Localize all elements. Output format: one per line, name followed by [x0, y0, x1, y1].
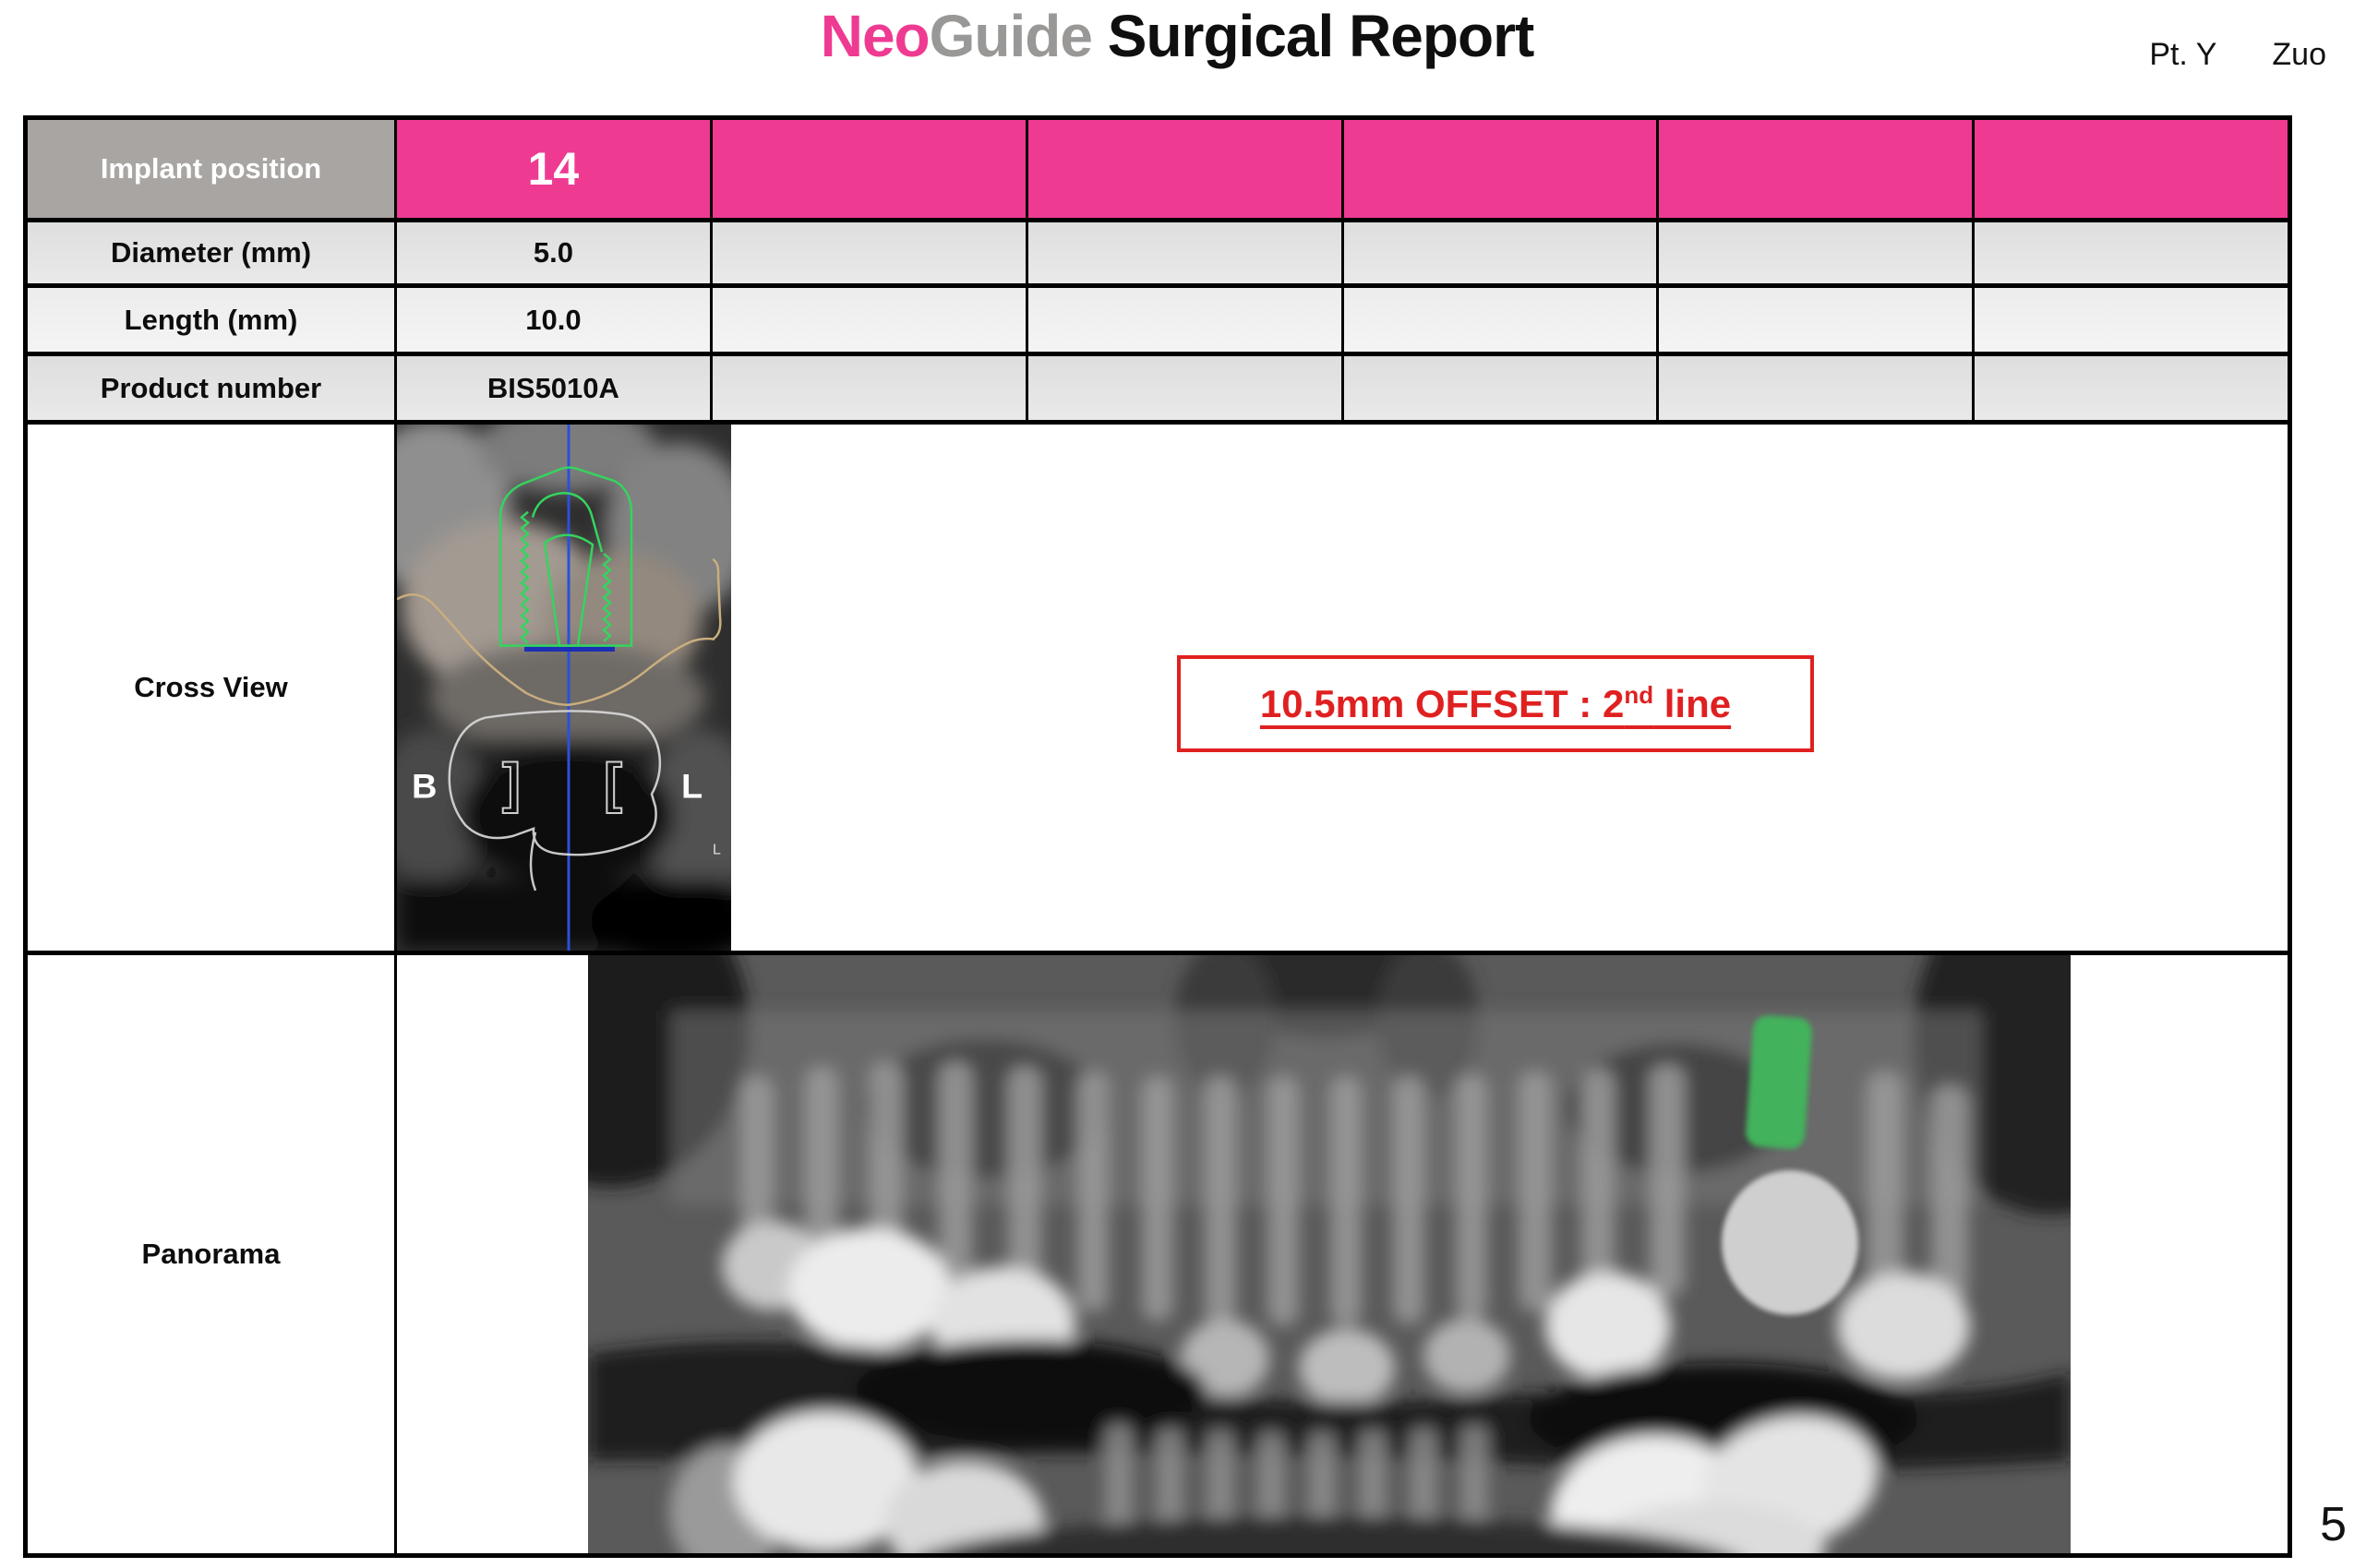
implant-position-empty-cell [1975, 120, 2288, 218]
patient-label: Pt. Y [2149, 37, 2217, 72]
lingual-label: L [681, 767, 703, 806]
diameter-empty-cell [1027, 222, 1341, 283]
diameter-empty-cell [1659, 222, 1973, 283]
product-number-empty-cell [712, 356, 1026, 420]
product-number-label-cell: Product number [28, 356, 394, 420]
diameter-empty-cell [712, 222, 1026, 283]
buccal-label: B [412, 767, 437, 806]
offset-annotation-box: 10.5mm OFFSET : 2nd line [1177, 655, 1814, 752]
implant-marker [1746, 1015, 1812, 1149]
cross-view-image: ] [ B L L [397, 425, 731, 951]
brand-guide: Guide [929, 3, 1093, 69]
length-value-cell: 10.0 [397, 288, 710, 352]
panorama-content-cell [397, 955, 2288, 1553]
panorama-label-cell: Panorama [28, 955, 394, 1553]
orientation-label: L [713, 843, 721, 858]
patient-name: Zuo [2272, 37, 2326, 72]
title-rest: Surgical Report [1091, 3, 1535, 69]
page-title: NeoGuide Surgical Report [0, 2, 2354, 70]
length-empty-cell [1027, 288, 1341, 352]
product-number-empty-cell [1975, 356, 2288, 420]
implant-position-value-cell: 14 [397, 120, 710, 218]
product-number-empty-cell [1027, 356, 1341, 420]
length-empty-cell [712, 288, 1026, 352]
length-empty-cell [1659, 288, 1973, 352]
patient-info: Pt. Y Zuo [2149, 37, 2326, 73]
diameter-label-cell: Diameter (mm) [28, 222, 394, 283]
cross-view-label-cell: Cross View [28, 425, 394, 951]
offset-annotation-text: 10.5mm OFFSET : 2nd line [1259, 681, 1732, 725]
product-number-value-cell: BIS5010A [397, 356, 710, 420]
brand-neo: Neo [820, 3, 931, 69]
diameter-value-cell: 5.0 [397, 222, 710, 283]
panorama-image [588, 955, 2071, 1553]
bracket-glyph: [ [604, 752, 622, 814]
offset-superscript: nd [1624, 681, 1654, 709]
product-number-empty-cell [1343, 356, 1657, 420]
implant-position-empty-cell [1659, 120, 1973, 218]
length-label-cell: Length (mm) [28, 288, 394, 352]
implant-position-empty-cell [1027, 120, 1341, 218]
diameter-empty-cell [1343, 222, 1657, 283]
length-empty-cell [1343, 288, 1657, 352]
diameter-empty-cell [1975, 222, 2288, 283]
cross-view-content-cell: ] [ B L L 10.5mm OFFSET : 2nd line [397, 425, 2288, 951]
report-table: Implant position 14 Diameter (mm) 5.0 Le… [23, 115, 2292, 1558]
length-empty-cell [1975, 288, 2288, 352]
implant-position-header-cell: Implant position [28, 120, 394, 218]
product-number-empty-cell [1659, 356, 1973, 420]
implant-position-empty-cell [712, 120, 1026, 218]
page-number: 5 [2320, 1498, 2347, 1551]
implant-position-empty-cell [1343, 120, 1657, 218]
bracket-glyph: ] [502, 752, 521, 814]
